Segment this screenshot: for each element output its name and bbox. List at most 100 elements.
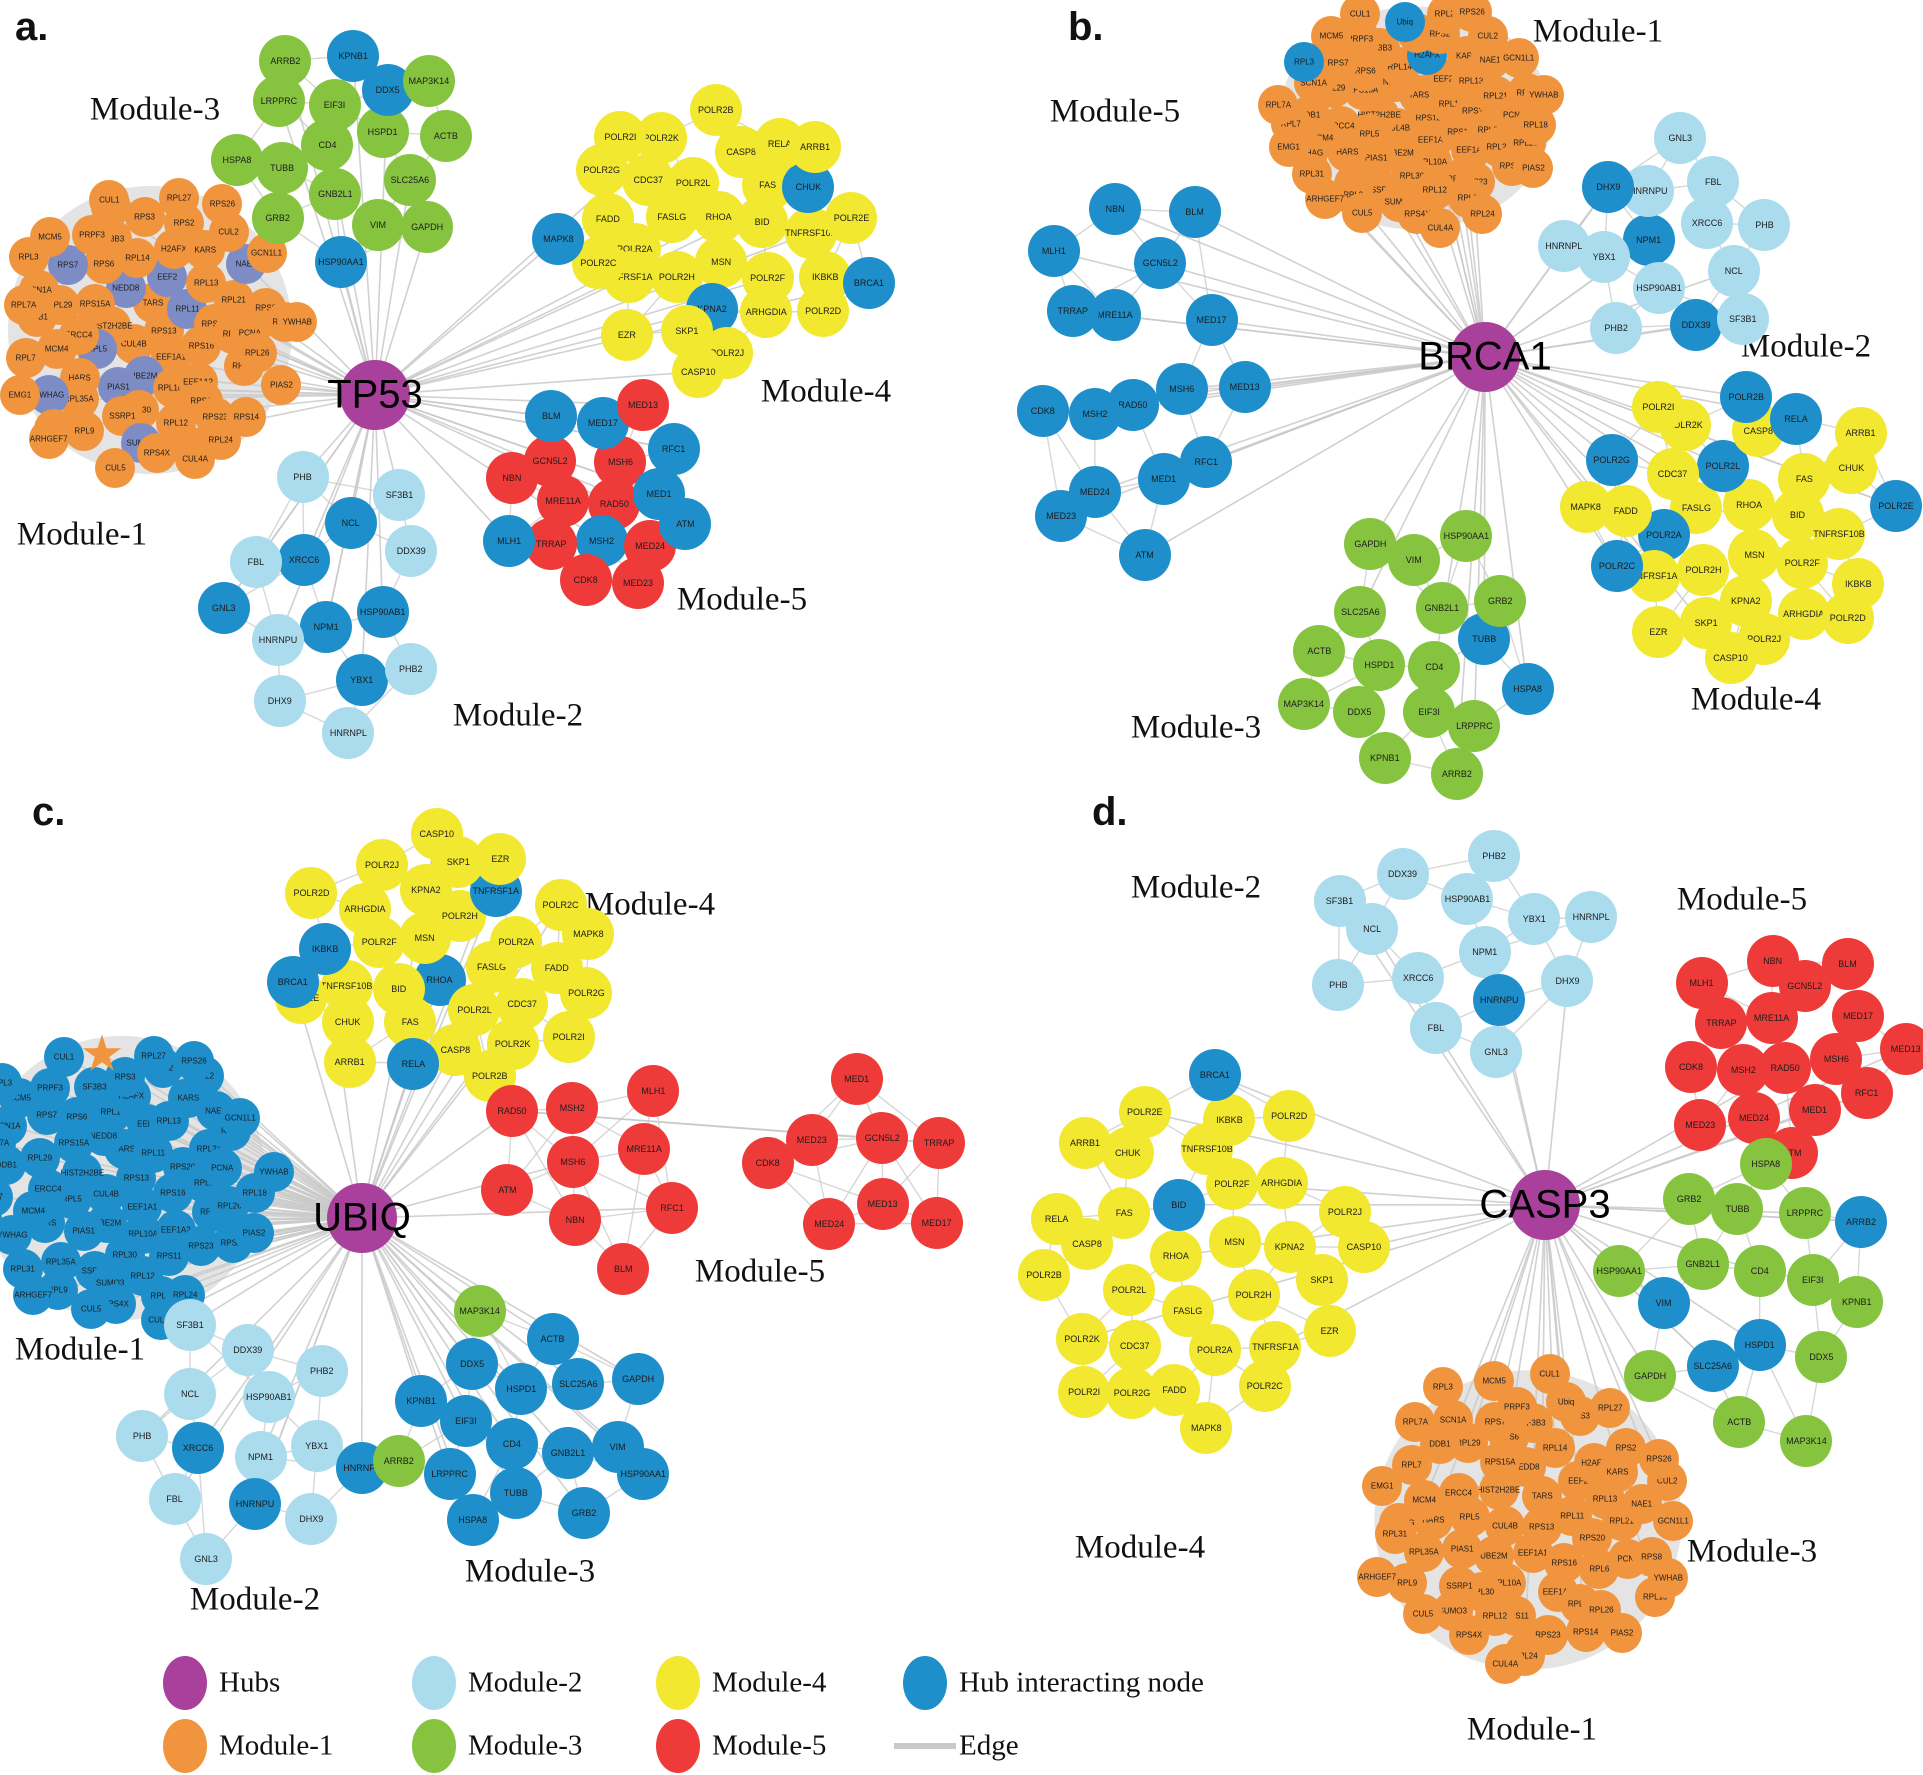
node-label: EIF3I xyxy=(323,99,346,110)
node-label: SLC25A6 xyxy=(1693,1361,1732,1372)
node-d-EZR: EZR xyxy=(1303,1304,1356,1357)
node-label: RPL24 xyxy=(1470,209,1495,219)
node-label: ERCC4 xyxy=(1445,1488,1473,1498)
node-c-KPNB1: KPNB1 xyxy=(395,1374,448,1427)
node-label: POLR2C xyxy=(1246,1380,1283,1391)
node-label: TRRAP xyxy=(536,538,567,549)
node-d-RFC1: RFC1 xyxy=(1840,1067,1893,1120)
node-a-DHX9: DHX9 xyxy=(253,675,306,728)
node-label: GNL3 xyxy=(1668,132,1692,143)
node-label: ARRB2 xyxy=(383,1456,414,1467)
node-label: TNFRSF10B xyxy=(1813,529,1865,540)
node-label: FAS xyxy=(1795,474,1813,485)
node-label: TUBB xyxy=(1725,1203,1750,1214)
node-b-GNL3: GNL3 xyxy=(1654,111,1707,164)
node-label: PHB xyxy=(1755,219,1774,230)
node-a-ARRB2: ARRB2 xyxy=(259,34,312,87)
node-label: PHB2 xyxy=(310,1365,334,1376)
node-label: FADD xyxy=(544,962,569,973)
node-label: RPL31 xyxy=(10,1264,35,1274)
node-label: KPNA2 xyxy=(411,885,441,896)
node-label: RPL13 xyxy=(193,278,219,288)
node-label: MAPK8 xyxy=(1191,1423,1222,1433)
node-b-NCL: NCL xyxy=(1707,244,1760,297)
node-label: GAPDH xyxy=(1354,538,1387,549)
node-label: RAD50 xyxy=(497,1105,527,1116)
node-label: RPS26 xyxy=(1646,1454,1672,1464)
node-label: GRB2 xyxy=(265,213,290,224)
node-label: RFC1 xyxy=(660,1202,684,1213)
node-label: ACTB xyxy=(433,130,458,141)
module-caption: Module-5 xyxy=(1676,881,1808,918)
node-a-ARRB1: ARRB1 xyxy=(789,121,842,174)
node-label: RPS16 xyxy=(1551,1558,1577,1568)
node-label: ATM xyxy=(1135,549,1154,560)
node-a-EZR: EZR xyxy=(600,308,653,361)
node-label: RPL24 xyxy=(208,435,234,445)
node-label: RPS4X xyxy=(1455,1630,1483,1640)
node-b-POLR2E: POLR2E xyxy=(1870,480,1923,533)
node-label: RPL31 xyxy=(1382,1529,1408,1539)
node-label: GAPDH xyxy=(1634,1370,1667,1381)
node-label: MSH6 xyxy=(1823,1053,1849,1064)
node-label: ARHGDIA xyxy=(1783,608,1825,619)
module2-swatch-icon xyxy=(412,1656,456,1710)
node-b-POLR2D: POLR2D xyxy=(1821,592,1874,645)
node-label: HIST2H2BE xyxy=(1476,1485,1521,1495)
node-b-CD4: CD4 xyxy=(1408,641,1461,694)
node-label: CUL1 xyxy=(1349,9,1371,19)
node-label: RPS26 xyxy=(209,199,236,209)
node-a-POLR2D: POLR2D xyxy=(797,285,850,338)
node-d-RHOA: RHOA xyxy=(1149,1230,1202,1282)
node-label: H2AFX xyxy=(160,244,187,254)
node-a-ARHGEF7: ARHGEF7 xyxy=(28,418,69,459)
node-label: RPL35A xyxy=(45,1257,76,1267)
node-label: BLM xyxy=(542,411,561,422)
node-label: ARHGDIA xyxy=(745,307,787,318)
hub-BRCA1: BRCA1 xyxy=(1418,322,1552,392)
node-label: CDK8 xyxy=(1030,406,1055,417)
node-label: PIAS2 xyxy=(242,1228,266,1238)
node-label: RPL7A xyxy=(11,300,37,310)
node-label: MED1 xyxy=(844,1073,870,1084)
node-label: CD4 xyxy=(1750,1266,1769,1277)
node-label: YWHAB xyxy=(282,317,312,327)
node-label: TNFRSF1A xyxy=(1252,1341,1299,1352)
node-label: RPS6 xyxy=(1354,66,1376,76)
node-label: NEDD8 xyxy=(90,1131,118,1141)
node-label: RFC1 xyxy=(1194,457,1218,468)
node-label: RPS26 xyxy=(1459,7,1485,17)
node-d-BID: BID xyxy=(1152,1178,1205,1231)
node-label: HNRNPU xyxy=(1629,186,1668,197)
node-label: RPL7A xyxy=(1265,100,1292,110)
node-c-XRCC6: XRCC6 xyxy=(171,1422,224,1474)
node-label: SF3B1 xyxy=(1325,895,1354,906)
node-label: RHOA xyxy=(426,974,453,985)
node-b-RELA: RELA xyxy=(1769,392,1822,445)
node-label: GNL3 xyxy=(194,1554,218,1565)
node-label: RPL12 xyxy=(163,418,189,428)
node-label: POLR2G xyxy=(568,987,605,998)
node-b-RPL7A: RPL7A xyxy=(1258,85,1299,126)
node-label: RPS6 xyxy=(66,1112,88,1122)
node-label: KPNA2 xyxy=(1730,595,1761,606)
node-label: CUL4A xyxy=(1492,1659,1519,1669)
node-a-CUL5: CUL5 xyxy=(95,447,136,488)
node-label: HIST2H2BE xyxy=(60,1168,105,1178)
node-label: CUL2 xyxy=(218,227,239,237)
node-label: RPL26 xyxy=(244,348,270,358)
node-label: RPL5 xyxy=(1359,129,1380,139)
node-a-PHB2: PHB2 xyxy=(384,642,437,695)
node-c-RAD50: RAD50 xyxy=(486,1084,539,1137)
node-d-IKBKB: IKBKB xyxy=(1203,1093,1256,1146)
node-b-RFC1: RFC1 xyxy=(1180,436,1233,489)
node-label: HSPA8 xyxy=(222,154,252,165)
node-a-NCL: NCL xyxy=(324,496,377,549)
node-label: GCN1L1 xyxy=(224,1113,256,1123)
node-a-GAPDH: GAPDH xyxy=(401,201,454,254)
node-d-POLR2A: POLR2A xyxy=(1188,1323,1241,1376)
node-label: SKP1 xyxy=(1310,1274,1334,1285)
node-label: EEF1A1 xyxy=(127,1202,158,1212)
node-d-ARRB1: ARRB1 xyxy=(1059,1117,1111,1170)
node-label: ARRB1 xyxy=(334,1056,365,1067)
